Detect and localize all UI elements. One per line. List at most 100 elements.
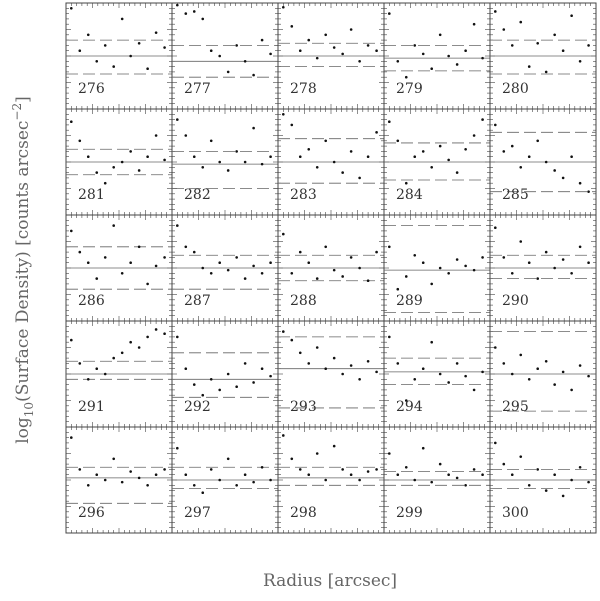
- data-point: [519, 353, 523, 357]
- data-point: [324, 33, 328, 37]
- data-point: [137, 346, 141, 349]
- data-point: [78, 250, 82, 254]
- panel-label: 291: [78, 399, 105, 415]
- data-point: [502, 256, 506, 259]
- data-point: [282, 113, 285, 116]
- data-point: [112, 457, 115, 461]
- data-point: [553, 169, 556, 172]
- data-point: [494, 123, 497, 127]
- data-point: [290, 272, 294, 275]
- data-point: [332, 444, 336, 448]
- panel-label: 276: [78, 81, 105, 97]
- data-point: [578, 364, 582, 367]
- panel-label: 286: [78, 293, 105, 309]
- data-point: [201, 266, 205, 270]
- data-point: [349, 364, 353, 367]
- data-point: [447, 381, 450, 384]
- data-point: [447, 272, 450, 275]
- y-label-part: log: [13, 417, 33, 444]
- y-label-sub: 10: [22, 402, 36, 417]
- panel-label: 300: [502, 505, 529, 521]
- data-point: [349, 28, 353, 31]
- data-point: [341, 372, 344, 376]
- data-point: [421, 261, 425, 265]
- data-point: [413, 378, 417, 381]
- data-point: [358, 478, 361, 482]
- data-point: [455, 63, 459, 66]
- data-point: [243, 473, 247, 477]
- data-point: [176, 3, 179, 7]
- data-point: [388, 12, 391, 15]
- data-point: [70, 120, 73, 124]
- data-point: [413, 478, 417, 482]
- data-point: [103, 372, 107, 376]
- data-point: [235, 484, 238, 487]
- data-point: [201, 491, 205, 495]
- data-point: [366, 155, 370, 158]
- panel-label: 290: [502, 293, 529, 309]
- data-point: [282, 5, 285, 9]
- data-point: [252, 126, 255, 130]
- data-point: [472, 388, 476, 392]
- data-point: [176, 446, 179, 450]
- data-point: [78, 362, 82, 365]
- data-point: [587, 374, 590, 378]
- data-point: [561, 370, 565, 374]
- data-point: [472, 22, 476, 26]
- data-point: [421, 367, 425, 371]
- data-point: [137, 476, 141, 480]
- data-point: [226, 268, 230, 272]
- data-point: [290, 25, 294, 28]
- data-point: [209, 139, 213, 143]
- data-point: [154, 31, 158, 34]
- data-point: [561, 49, 565, 52]
- data-point: [332, 356, 336, 360]
- data-point: [447, 473, 450, 477]
- data-point: [298, 155, 302, 158]
- data-point: [375, 250, 378, 254]
- data-point: [527, 378, 531, 381]
- data-point: [146, 155, 149, 158]
- data-point: [86, 484, 90, 487]
- data-point: [553, 473, 556, 477]
- data-point: [146, 335, 149, 339]
- data-point: [103, 44, 107, 47]
- data-point: [129, 150, 132, 153]
- data-point: [154, 473, 158, 477]
- data-point: [112, 65, 115, 68]
- data-point: [472, 468, 476, 471]
- data-point: [129, 470, 132, 473]
- data-point: [298, 250, 302, 254]
- data-point: [176, 224, 179, 227]
- data-point: [421, 52, 425, 56]
- data-point: [430, 282, 434, 286]
- panel-label: 279: [396, 81, 423, 97]
- data-point: [519, 166, 523, 169]
- data-point: [324, 245, 328, 249]
- data-point: [510, 144, 514, 148]
- data-point: [358, 378, 361, 381]
- data-point: [298, 351, 302, 355]
- data-point: [218, 388, 221, 392]
- data-point: [349, 150, 353, 153]
- panel-label: 296: [78, 505, 105, 521]
- data-point: [192, 484, 196, 487]
- y-label-sup: −2: [10, 103, 24, 121]
- data-point: [282, 232, 285, 236]
- data-point: [481, 256, 484, 259]
- data-point: [358, 266, 361, 270]
- data-point: [332, 160, 336, 164]
- data-point: [209, 378, 213, 381]
- data-point: [86, 261, 90, 265]
- data-point: [481, 118, 484, 121]
- data-point: [290, 457, 294, 461]
- data-point: [494, 441, 497, 445]
- data-point: [78, 468, 82, 471]
- data-point: [438, 266, 442, 270]
- data-point: [578, 181, 582, 185]
- data-point: [315, 56, 319, 60]
- data-point: [235, 150, 238, 153]
- data-point: [341, 52, 344, 56]
- data-point: [349, 473, 353, 477]
- data-point: [455, 258, 459, 261]
